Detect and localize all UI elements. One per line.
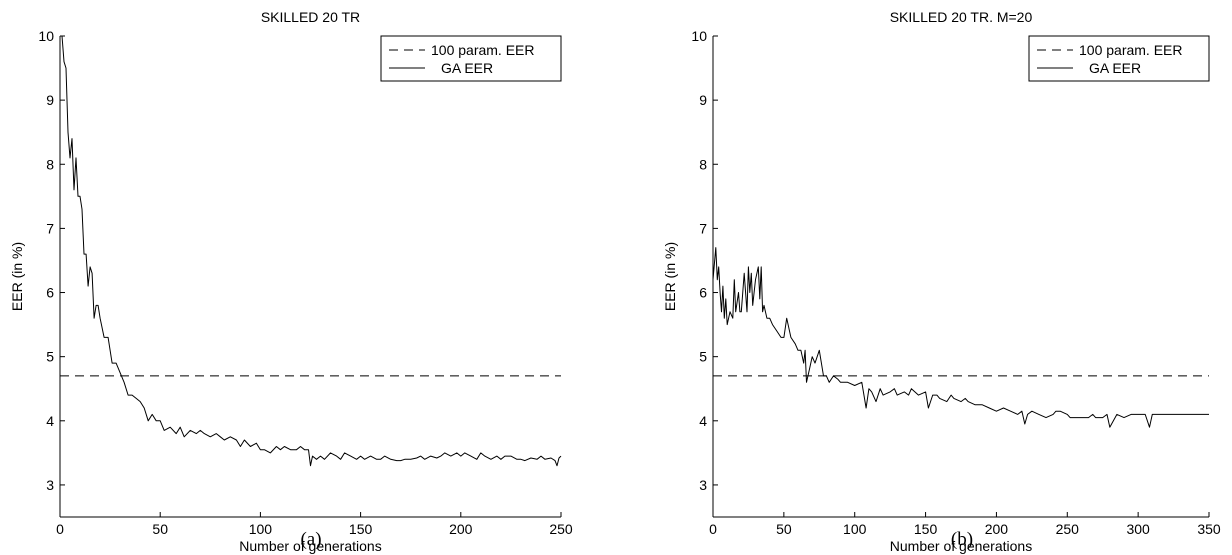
y-tick-label: 3 [46,477,54,493]
y-tick-label: 10 [691,28,707,44]
y-tick-label: 8 [699,156,707,172]
x-tick-label: 150 [349,521,373,537]
y-tick-label: 4 [46,413,54,429]
x-tick-label: 300 [1126,521,1150,537]
legend-box [1028,35,1210,82]
series-line-ga-eer [61,35,562,467]
y-tick-label: 5 [46,349,54,365]
legend: 100 param. EER GA EER [380,35,562,82]
legend-label-ga-eer: GA EER [441,60,493,76]
x-tick-label: 150 [914,521,938,537]
y-tick-label: 7 [46,220,54,236]
y-tick-label: 6 [699,285,707,301]
y-tick-label: 8 [46,156,54,172]
chart-title: SKILLED 20 TR. M=20 [890,9,1033,25]
y-tick-label: 5 [699,349,707,365]
legend-label-baseline: 100 param. EER [1079,42,1183,58]
x-axis-label: Number of generations [890,538,1032,554]
y-tick-label: 9 [699,92,707,108]
x-tick-label: 350 [1197,521,1221,537]
y-tick-label: 3 [699,477,707,493]
y-tick-label: 9 [46,92,54,108]
legend-label-ga-eer: GA EER [1089,60,1141,76]
x-tick-label: 200 [449,521,473,537]
y-axis-label: EER (in %) [9,242,25,311]
x-tick-label: 100 [249,521,273,537]
legend: 100 param. EER GA EER [1028,35,1210,82]
x-tick-label: 200 [985,521,1009,537]
x-tick-label: 50 [152,521,168,537]
y-tick-label: 10 [38,28,54,44]
figure-caption: (b) [951,529,973,550]
y-tick-label: 4 [699,413,707,429]
series-line-ga-eer [712,247,1209,428]
x-tick-label: 0 [56,521,64,537]
y-axis-label: EER (in %) [662,242,678,311]
x-tick-label: 0 [709,521,717,537]
x-tick-label: 100 [843,521,867,537]
x-axis-label: Number of generations [239,538,381,554]
legend-box [380,35,562,82]
x-tick-label: 250 [549,521,573,537]
y-tick-label: 6 [46,285,54,301]
legend-label-baseline: 100 param. EER [431,42,535,58]
chart-title: SKILLED 20 TR [261,9,360,25]
y-tick-label: 7 [699,220,707,236]
x-tick-label: 50 [776,521,792,537]
x-tick-label: 250 [1056,521,1080,537]
figure-caption: (a) [300,529,321,550]
